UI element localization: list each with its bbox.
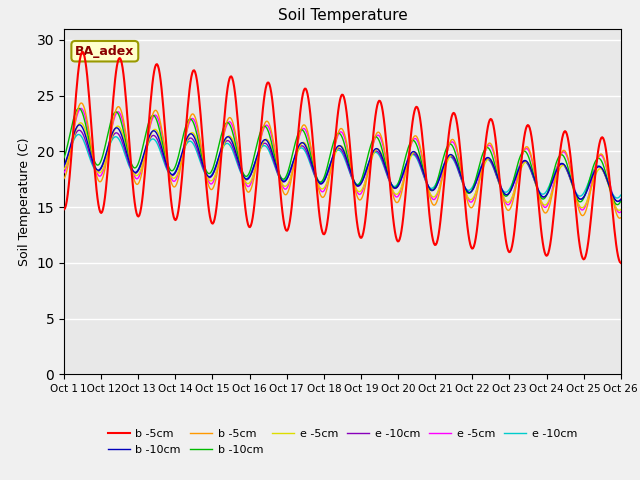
b -5cm [60,206,68,212]
b -5cm [433,240,440,246]
b -10cm [159,151,167,157]
e -10cm [480,159,488,165]
b -10cm [617,198,625,204]
e -10cm [614,199,622,204]
b -10cm [389,184,397,190]
e -5cm [616,210,624,216]
e -10cm [313,177,321,183]
b -5cm [204,181,212,187]
Legend: b -5cm, b -10cm, b -5cm, b -10cm, e -5cm, e -10cm, e -5cm, e -10cm: b -5cm, b -10cm, b -5cm, b -10cm, e -5cm… [103,425,582,459]
e -5cm [204,177,212,183]
b -5cm [313,186,321,192]
e -5cm [389,189,397,194]
e -5cm [433,191,440,197]
b -10cm [480,148,488,154]
b -10cm [313,175,321,180]
e -10cm [159,155,167,160]
Line: e -5cm: e -5cm [64,123,621,210]
e -5cm [159,139,167,145]
b -10cm [60,163,68,168]
e -5cm [77,106,84,111]
e -10cm [204,174,212,180]
e -10cm [617,196,625,202]
Y-axis label: Soil Temperature (C): Soil Temperature (C) [18,137,31,266]
b -5cm [159,137,167,143]
b -10cm [75,106,83,111]
e -5cm [480,153,488,158]
Line: b -10cm: b -10cm [64,108,621,204]
b -5cm [480,153,488,159]
Text: BA_adex: BA_adex [75,45,134,58]
e -5cm [204,176,212,181]
e -10cm [389,183,397,189]
e -10cm [433,182,440,188]
b -5cm [78,100,86,106]
Line: e -5cm: e -5cm [64,108,621,213]
b -5cm [159,106,167,112]
e -5cm [617,209,625,215]
e -10cm [75,127,83,133]
Line: b -5cm: b -5cm [64,103,621,218]
e -5cm [159,147,167,153]
b -10cm [60,155,68,161]
b -5cm [433,199,440,205]
e -5cm [617,207,625,213]
e -10cm [389,185,397,191]
e -10cm [159,158,167,164]
e -5cm [433,193,440,199]
e -10cm [613,195,621,201]
b -10cm [613,202,621,207]
Title: Soil Temperature: Soil Temperature [278,9,407,24]
e -5cm [313,178,321,183]
Line: e -10cm: e -10cm [64,130,621,202]
e -5cm [313,176,321,182]
b -5cm [204,201,212,206]
e -10cm [204,174,212,180]
b -5cm [617,260,625,266]
b -10cm [159,144,167,150]
b -10cm [480,158,488,164]
e -5cm [480,162,488,168]
e -10cm [433,180,440,185]
b -5cm [313,178,321,184]
b -10cm [204,170,212,176]
b -10cm [617,197,625,203]
b -5cm [79,49,86,55]
b -10cm [433,182,440,188]
Line: b -5cm: b -5cm [64,52,621,263]
b -5cm [389,192,397,198]
e -5cm [615,207,623,213]
b -5cm [617,215,625,221]
e -10cm [60,163,68,168]
Line: e -10cm: e -10cm [64,134,621,198]
e -5cm [389,188,397,194]
b -10cm [204,173,212,179]
e -10cm [313,178,321,183]
e -5cm [60,167,68,172]
e -10cm [60,163,68,169]
b -5cm [389,215,397,220]
b -10cm [433,180,440,185]
b -10cm [614,199,622,204]
b -5cm [616,216,624,221]
e -10cm [480,158,488,164]
Line: b -10cm: b -10cm [64,125,621,202]
e -10cm [617,192,625,198]
b -10cm [313,176,321,182]
e -5cm [77,120,84,126]
b -10cm [76,122,84,128]
b -5cm [480,153,488,159]
b -10cm [389,184,397,190]
e -5cm [60,170,68,176]
b -5cm [60,176,68,181]
e -10cm [75,132,83,137]
